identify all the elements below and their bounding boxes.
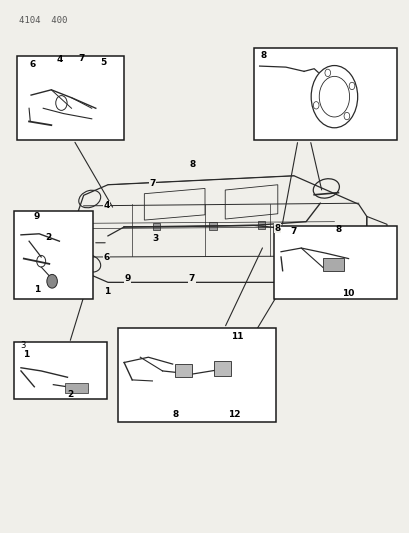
Text: 2: 2 <box>67 390 74 399</box>
Text: 3: 3 <box>20 341 25 350</box>
Text: 1: 1 <box>34 285 40 294</box>
Bar <box>65 383 88 393</box>
Text: 7: 7 <box>289 227 296 236</box>
Text: 8: 8 <box>260 51 266 60</box>
Bar <box>322 258 343 271</box>
Text: 4104  400: 4104 400 <box>19 16 67 25</box>
Text: 4: 4 <box>103 201 109 211</box>
Bar <box>213 361 230 376</box>
Text: 10: 10 <box>342 288 354 297</box>
Text: 5: 5 <box>100 58 106 67</box>
Text: 7: 7 <box>189 274 195 283</box>
Bar <box>153 223 160 230</box>
Bar <box>17 55 124 140</box>
Text: 8: 8 <box>335 225 341 234</box>
Text: 9: 9 <box>124 274 130 283</box>
Text: 6: 6 <box>103 253 109 262</box>
Text: 2: 2 <box>45 233 52 242</box>
Text: 6: 6 <box>30 60 36 69</box>
Text: 12: 12 <box>228 410 240 419</box>
Bar <box>14 211 93 299</box>
Text: 9: 9 <box>33 212 39 221</box>
Text: 1: 1 <box>103 287 110 296</box>
Bar <box>174 364 191 377</box>
Bar <box>257 221 265 229</box>
Bar <box>273 227 396 299</box>
Bar <box>118 328 275 422</box>
Text: 11: 11 <box>231 332 243 341</box>
Circle shape <box>47 274 57 288</box>
Bar <box>253 47 396 140</box>
Text: 8: 8 <box>274 224 280 232</box>
Text: 8: 8 <box>189 160 196 169</box>
Text: 3: 3 <box>152 234 158 243</box>
Bar <box>14 342 107 399</box>
Text: 7: 7 <box>149 179 155 188</box>
Text: 1: 1 <box>23 350 29 359</box>
Text: 7: 7 <box>78 54 85 63</box>
Text: 8: 8 <box>172 410 178 419</box>
Bar <box>209 222 216 230</box>
Text: 4: 4 <box>56 55 63 64</box>
